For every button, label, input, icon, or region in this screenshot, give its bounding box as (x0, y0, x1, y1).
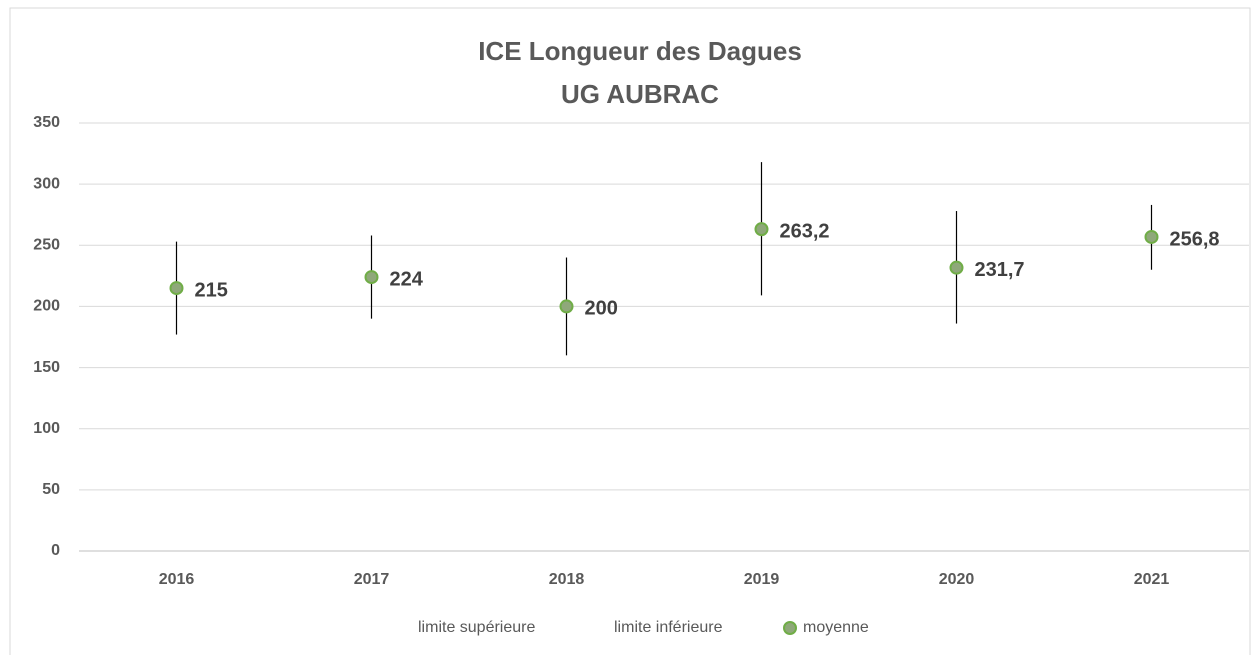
x-tick-label: 2018 (549, 571, 585, 588)
mean-marker (364, 270, 379, 285)
legend-label: limite supérieure (418, 619, 535, 636)
y-tick-label: 250 (33, 237, 60, 254)
mean-marker (559, 299, 574, 314)
data-label: 263,2 (780, 220, 830, 242)
data-label: 200 (585, 298, 618, 320)
x-tick-label: 2021 (1134, 571, 1170, 588)
y-tick-label: 0 (51, 542, 60, 559)
data-label: 224 (390, 268, 424, 290)
legend-label: moyenne (803, 619, 869, 636)
x-tick-label: 2017 (354, 571, 390, 588)
y-tick-label: 350 (33, 114, 60, 131)
x-tick-label: 2019 (744, 571, 780, 588)
legend-label: limite inférieure (614, 619, 723, 636)
legend-marker (783, 621, 797, 635)
mean-marker (169, 281, 184, 296)
data-label: 215 (195, 279, 228, 301)
y-tick-label: 300 (33, 175, 60, 192)
y-tick-label: 150 (33, 359, 60, 376)
data-label: 256,8 (1170, 228, 1220, 250)
y-tick-label: 50 (42, 481, 60, 498)
data-label: 231,7 (975, 259, 1025, 281)
x-tick-label: 2016 (159, 571, 195, 588)
mean-marker (949, 260, 964, 275)
y-tick-label: 200 (33, 298, 60, 315)
chart-subtitle: UG AUBRAC (561, 79, 719, 109)
chart-title: ICE Longueur des Dagues (478, 36, 802, 66)
x-tick-label: 2020 (939, 571, 975, 588)
y-tick-label: 100 (33, 420, 60, 437)
mean-marker (754, 222, 769, 237)
mean-marker (1144, 229, 1159, 244)
chart-border (9, 7, 1251, 655)
